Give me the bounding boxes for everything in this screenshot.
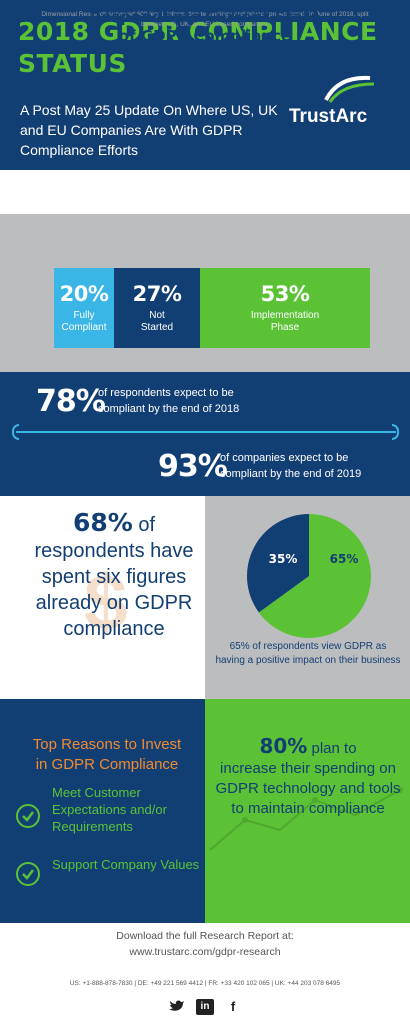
plan-pct: 80% <box>259 734 308 758</box>
dollar-icon: $ <box>84 558 128 646</box>
spend-text: 68% of respondents have spent six figure… <box>24 510 204 642</box>
facebook-icon[interactable]: f <box>230 999 236 1014</box>
segment-label: Phase <box>270 322 300 333</box>
divider-cap-left <box>12 424 19 440</box>
divider-cap-right <box>392 424 399 440</box>
segment-pct: 20% <box>59 282 109 306</box>
expect-2019-line2: compliant by the end of 2019 <box>220 468 362 480</box>
expect-2019-pct: 93% <box>158 449 228 484</box>
trustarc-logo-mark-icon <box>324 75 375 103</box>
segment-label: Compliant <box>61 322 107 333</box>
segment-label: Not <box>149 310 165 321</box>
contact-numbers: US: +1-888-878-7830 | DE: +49 221 569 44… <box>69 980 341 987</box>
page-title: 2018 GDPR COMPLIANCE STATUS <box>18 17 378 78</box>
expect-2018-pct: 78% <box>36 384 106 419</box>
segment-pct: 27% <box>132 282 182 306</box>
twitter-icon[interactable] <box>168 999 186 1015</box>
divider-line <box>16 431 396 433</box>
current-state-title: Respondents Current State of GDPR Compli… <box>0 8 410 46</box>
plan-text: 80% plan to increase their spending on G… <box>212 736 404 819</box>
spend-suffix: of <box>132 514 156 536</box>
reasons-title: Top Reasons to Invest in GDPR Compliance <box>12 735 202 775</box>
pie-label-35: 35% <box>269 552 298 566</box>
expect-2018-line1: of respondents expect to be <box>98 387 234 399</box>
spend-pct: 68% <box>72 508 133 537</box>
plan-section <box>205 699 410 923</box>
segment-implementation-phase: 53% Implementation Phase <box>200 268 370 348</box>
current-state-title-line1: Respondents Current State <box>89 8 321 26</box>
expectations-section <box>0 372 410 496</box>
reason-item: Support Company Values <box>52 857 200 872</box>
check-circle-icon <box>16 862 40 886</box>
intro-band <box>0 170 410 214</box>
current-state-title-line2: of GDPR Compliance <box>118 27 292 45</box>
reason-item: Meet Customer Expectations and/or Requir… <box>52 785 167 834</box>
pie-slice-other <box>247 514 309 613</box>
trustarc-logo-text: TrustArc <box>289 106 368 127</box>
reasons-title-line1: Top Reasons to Invest <box>32 736 182 753</box>
segment-label: Implementation <box>250 310 320 321</box>
spend-rest: respondents have spent six figures alrea… <box>34 540 194 640</box>
linkedin-icon[interactable]: in <box>196 999 214 1015</box>
check-circle-icon <box>16 804 40 828</box>
download-link[interactable]: www.trustarc.com/gdpr-research <box>129 946 281 958</box>
trend-line-icon <box>209 787 403 851</box>
reasons-title-line2: in GDPR Compliance <box>35 756 179 773</box>
impact-pie-chart: 35% 65% <box>247 514 371 638</box>
expect-2019-line1: of companies expect to be <box>220 452 349 464</box>
segment-pct: 53% <box>260 282 310 306</box>
page-subtitle: A Post May 25 Update On Where US, UK and… <box>20 102 278 158</box>
segment-fully-compliant: 20% Fully Compliant <box>54 268 114 348</box>
pie-slice-positive <box>258 514 371 638</box>
intro-text: Dimensional Research surveyed 600 legal,… <box>41 11 369 28</box>
expect-2019-text: of companies expect to be compliant by t… <box>220 450 361 482</box>
segment-label: Started <box>140 322 174 333</box>
segment-label: Fully <box>73 310 95 321</box>
download-label: Download the full Research Report at: <box>116 930 294 942</box>
expect-2018-line2: compliant by the end of 2018 <box>98 403 240 415</box>
pie-label-65: 65% <box>330 552 359 566</box>
plan-rest: increase their spending on GDPR technolo… <box>215 760 401 817</box>
impact-caption: 65% of respondents view GDPR as having a… <box>215 641 401 666</box>
segment-not-started: 27% Not Started <box>114 268 200 348</box>
plan-rest-first: plan to <box>307 740 357 757</box>
expect-2018-text: of respondents expect to be compliant by… <box>98 385 239 417</box>
